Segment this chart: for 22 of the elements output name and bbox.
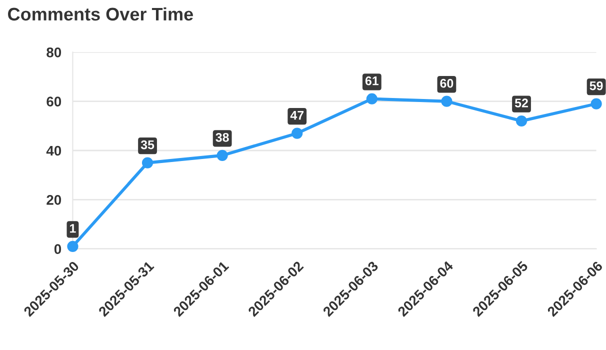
point <box>441 96 452 107</box>
point <box>366 93 378 104</box>
y-tick-label: 0 <box>54 244 62 254</box>
chart-title: Comments Over Time <box>8 7 193 21</box>
data-label: 35 <box>140 140 154 150</box>
data-label: 52 <box>514 98 528 108</box>
data-label: 60 <box>440 78 454 88</box>
data-label: 61 <box>365 76 379 86</box>
data-label: 47 <box>290 110 304 120</box>
data-label: 59 <box>590 81 603 90</box>
point <box>67 240 78 252</box>
y-tick-label: 80 <box>46 47 62 58</box>
point <box>142 157 154 168</box>
data-label: 1 <box>70 224 76 233</box>
y-tick-label: 60 <box>46 96 62 106</box>
point <box>516 115 528 127</box>
point <box>590 98 602 110</box>
point <box>216 150 228 161</box>
y-tick-label: 40 <box>46 146 62 156</box>
point <box>292 128 303 139</box>
y-tick-label: 20 <box>46 195 62 205</box>
data-label: 38 <box>216 132 229 142</box>
